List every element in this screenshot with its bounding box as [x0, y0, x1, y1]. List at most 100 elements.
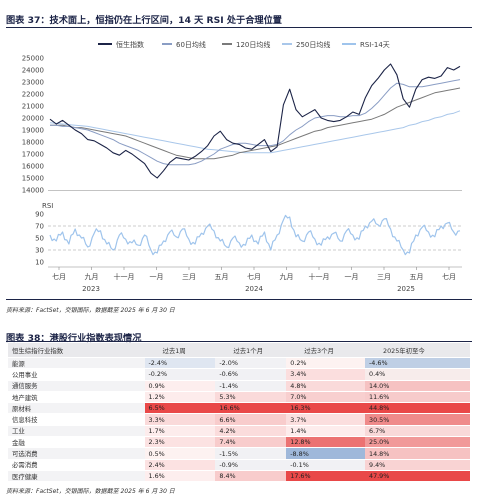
rsi-series-line — [49, 214, 461, 256]
main-chart: 恒生指数 60日均线 120日均线 250日均线 RSI-14天 14000 15000 16… — [22, 40, 462, 195]
x-tick-label: 九月 — [280, 272, 294, 281]
table-cell: 9.4% — [365, 459, 470, 471]
table-cell: 14.0% — [365, 380, 470, 392]
table-row: 可选消费 0.5% -1.5% -8.8% 14.8% — [8, 447, 470, 460]
table-cell: 1.4% — [286, 425, 365, 438]
table-cell: -0.1% — [286, 459, 365, 471]
rsi-y-tick-label: 90 — [35, 211, 44, 219]
figure-37-bottom-rule — [6, 299, 472, 300]
table-row: 必需消费 2.4% -0.9% -0.1% 9.4% — [8, 459, 470, 471]
row-sector-name: 工业 — [8, 425, 145, 438]
table-row: 能源 -2.4% -2.0% 0.2% -4.6% — [8, 357, 470, 370]
figure-38-title: 图表 38：港股行业指数表现情况 — [6, 333, 142, 344]
table-cell: 6.5% — [144, 402, 216, 415]
x-axis: 七月 九月 十一月 一月 三月 五月 七月 九月 十一月 一月 三月 五月 七月 2023 2024 2025 — [48, 266, 462, 293]
rsi-y-tick-label: 50 — [35, 235, 44, 243]
table-cell: 0.2% — [286, 357, 365, 370]
table-row: 工业 1.7% 4.2% 1.4% 6.7% — [8, 425, 470, 438]
table-cell: 8.4% — [215, 470, 287, 483]
y-tick-label: 25000 — [22, 55, 44, 63]
row-sector-name: 可选消费 — [8, 447, 145, 460]
x-tick-label: 十一月 — [114, 272, 135, 281]
table-header-row: 恒生综指行业指数 过去1周 过去1个月 过去3个月 2025年初至今 — [8, 343, 470, 358]
y-tick-label: 24000 — [22, 67, 44, 75]
y-tick-label: 23000 — [22, 79, 44, 87]
title-rule — [6, 27, 472, 28]
table-cell: 2.3% — [144, 436, 216, 449]
x-tick-label: 一月 — [150, 273, 164, 281]
x-tick-label: 七月 — [52, 272, 66, 281]
figure-38-source: 资料来源：FactSet，交银国际，数据截至 2025 年 6 月 30 日 — [6, 488, 175, 495]
figure-37-source: 资料来源：FactSet，交银国际，数据截至 2025 年 6 月 30 日 — [6, 307, 175, 314]
table-header-cell: 过去1个月 — [215, 343, 287, 358]
table-cell: 4.8% — [286, 380, 365, 392]
table-cell: 47.9% — [365, 470, 470, 483]
rsi-chart: RSI 10 30 50 70 90 — [35, 202, 462, 267]
table-header-cell: 过去1周 — [144, 343, 216, 358]
row-sector-name: 公用事业 — [8, 368, 145, 381]
table-cell: 6.7% — [365, 425, 470, 438]
x-year-label: 2023 — [82, 285, 100, 293]
table-cell: -2.4% — [144, 357, 216, 370]
table-row: 信息科技 3.3% 6.6% 3.7% 30.5% — [8, 413, 470, 426]
table-row: 金融 2.3% 7.4% 12.8% 25.0% — [8, 436, 470, 449]
table-cell: 44.8% — [365, 402, 470, 415]
y-tick-label: 15000 — [22, 175, 44, 183]
row-sector-name: 必需消费 — [8, 459, 145, 471]
legend-label-4: RSI-14天 — [360, 41, 390, 49]
figure-38-rule — [6, 341, 472, 342]
table-cell: -0.9% — [215, 459, 287, 471]
table-cell: 12.8% — [286, 436, 365, 449]
table-cell: 0.5% — [144, 447, 216, 460]
row-sector-name: 能源 — [8, 357, 145, 370]
legend-label-2: 120日均线 — [236, 40, 270, 49]
table-cell: -1.4% — [215, 380, 287, 392]
table-cell: 17.6% — [286, 470, 365, 483]
table-cell: -1.5% — [215, 447, 287, 460]
table-cell: 4.2% — [215, 425, 287, 438]
y-tick-label: 19000 — [22, 127, 44, 135]
series-line-2 — [50, 87, 461, 160]
table-cell: -0.6% — [215, 368, 287, 381]
table-header-cell: 过去3个月 — [286, 343, 365, 358]
x-tick-label: 三月 — [182, 273, 196, 281]
table-cell: -0.2% — [144, 368, 216, 381]
figure-37-title: 图表 37：技术面上，恒指仍在上行区间，14 天 RSI 处于合理位置 — [6, 15, 282, 26]
rsi-y-tick-label: 70 — [35, 223, 44, 231]
table-cell: -4.6% — [365, 357, 470, 370]
table-cell: 3.7% — [286, 413, 365, 426]
table-row: 公用事业 -0.2% -0.6% 3.4% 0.4% — [8, 368, 470, 381]
y-tick-label: 21000 — [22, 103, 44, 111]
x-tick-label: 七月 — [247, 272, 261, 281]
table-row: 医疗健康 1.6% 8.4% 17.6% 47.9% — [8, 470, 470, 483]
table-cell: 16.6% — [215, 402, 287, 415]
row-sector-name: 医疗健康 — [8, 470, 145, 483]
table-cell: 3.4% — [286, 368, 365, 381]
x-tick-label: 九月 — [85, 272, 99, 281]
legend-label-3: 250日均线 — [296, 40, 330, 49]
rsi-y-tick-label: 10 — [35, 259, 44, 267]
table-cell: 0.9% — [144, 380, 216, 392]
table-header-cell: 2025年初至今 — [365, 343, 470, 358]
table-cell: -8.8% — [286, 447, 365, 460]
sector-performance-table: 恒生综指行业指数 过去1周 过去1个月 过去3个月 2025年初至今 能源 -2.4% -2… — [8, 343, 470, 483]
x-tick-label: 七月 — [442, 272, 456, 281]
table-cell: 14.8% — [365, 447, 470, 460]
row-sector-name: 信息科技 — [8, 413, 145, 426]
table-cell: 5.3% — [215, 391, 287, 404]
x-tick-label: 五月 — [215, 273, 229, 281]
table-cell: 7.4% — [215, 436, 287, 449]
table-cell: 1.7% — [144, 425, 216, 438]
table-cell: 0.4% — [365, 368, 470, 381]
x-tick-label: 一月 — [345, 273, 359, 281]
y-tick-label: 17000 — [22, 151, 44, 159]
table-cell: 2.4% — [144, 459, 216, 471]
table-cell: 6.6% — [215, 413, 287, 426]
table-row: 通信服务 0.9% -1.4% 4.8% 14.0% — [8, 380, 470, 392]
y-tick-label: 18000 — [22, 139, 44, 147]
table-cell: 11.6% — [365, 391, 470, 404]
table-cell: 3.3% — [144, 413, 216, 426]
table-cell: 25.0% — [365, 436, 470, 449]
table-row: 原材料 6.5% 16.6% 16.3% 44.8% — [8, 402, 470, 415]
y-tick-label: 20000 — [22, 115, 44, 123]
